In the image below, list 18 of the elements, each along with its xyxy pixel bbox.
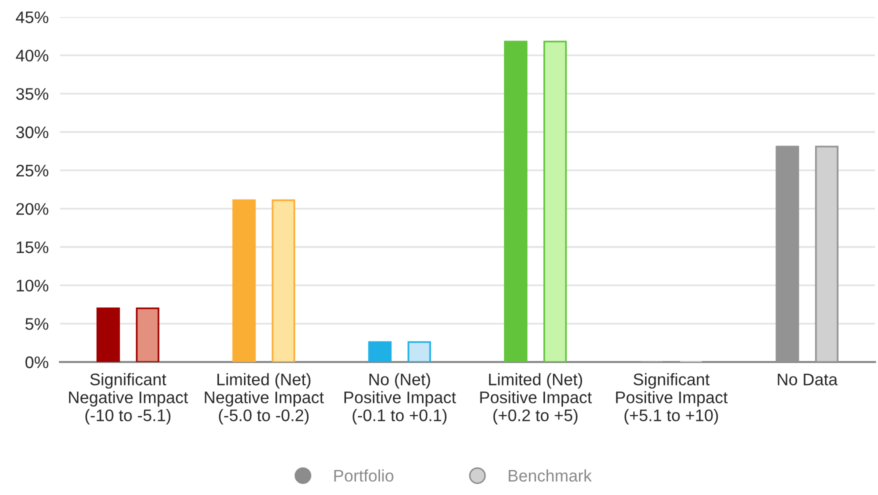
x-tick-label: Significant Negative Impact (-10 to -5.1) — [69, 373, 188, 425]
y-tick-label: 30% — [16, 126, 48, 138]
legend-label: Benchmark — [508, 469, 592, 482]
y-tick-label: 45% — [16, 11, 48, 24]
x-tick-label: Significant Positive Impact (+5.1 to +10) — [616, 373, 728, 425]
y-tick-label: 35% — [16, 88, 48, 100]
x-tick-label: Limited (Net) Positive Impact (+0.2 to +5) — [480, 373, 592, 425]
y-tick-label: 15% — [16, 241, 48, 254]
y-tick-label: 25% — [16, 164, 48, 177]
x-tick-label: No Data — [778, 374, 838, 386]
y-tick-label: 10% — [16, 280, 48, 292]
x-tick-label: Limited (Net) Negative Impact (-5.0 to -0.2) — [204, 373, 324, 425]
y-tick-label: 20% — [16, 203, 48, 215]
legend-label: Portfolio — [334, 469, 394, 482]
y-tick-label: 40% — [16, 50, 48, 62]
y-tick-label: 0% — [25, 356, 48, 368]
y-tick-label: 5% — [25, 318, 48, 330]
x-tick-label: No (Net) Positive Impact (-0.1 to +0.1) — [344, 373, 456, 425]
